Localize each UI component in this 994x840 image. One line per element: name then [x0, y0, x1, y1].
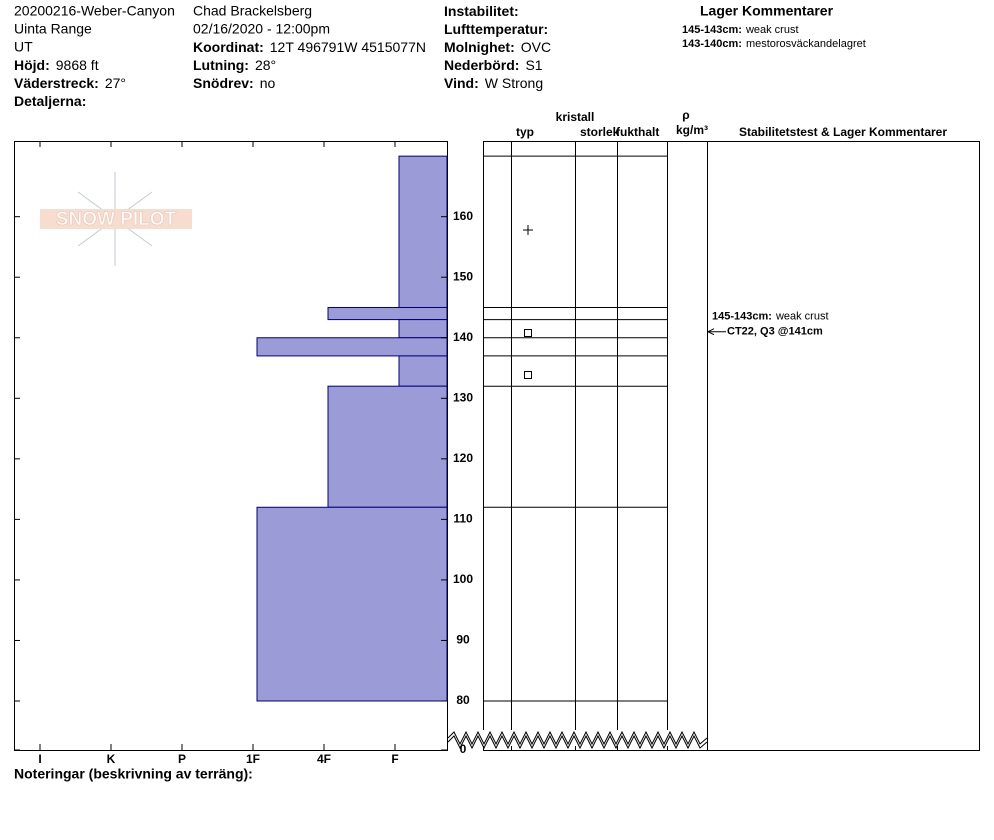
column-header: typ — [516, 125, 534, 139]
column-header: storlek — [580, 125, 620, 139]
hardness-label: K — [107, 752, 116, 766]
column-header: Stabilitetstest & Lager Kommentarer — [739, 125, 947, 139]
header-line: Chad Brackelsberg — [193, 3, 312, 19]
field-label: Snödrev: — [193, 75, 254, 91]
layer-comment: 143-140cm: mestorosväckandelagret — [682, 38, 866, 50]
field-value: 12T 496791W 4515077N — [270, 39, 426, 55]
field-label: Vind: — [444, 75, 479, 91]
field-label: Instabilitet: — [444, 3, 519, 19]
field-label: Nederbörd: — [444, 57, 519, 73]
hardness-bar — [256, 337, 448, 357]
header-field: Vind: W Strong — [444, 75, 543, 91]
comments-title: Lager Kommentarer — [700, 3, 834, 19]
column-header: fukthalt — [616, 125, 659, 139]
column-header: ρ — [682, 108, 689, 122]
header-field: Lutning: 28° — [193, 57, 276, 73]
hardness-label: I — [38, 752, 41, 766]
stability-comment: 145-143cm: weak crust — [712, 311, 829, 323]
field-label: Väderstreck: — [14, 75, 99, 91]
field-value: 27° — [105, 75, 126, 91]
y-tick-label: 80 — [456, 693, 470, 707]
y-tick-label: 140 — [453, 330, 473, 344]
hardness-bar — [256, 506, 448, 702]
comment-range: 145-143cm: — [712, 311, 772, 323]
field-label: Koordinat: — [193, 39, 264, 55]
layer-comment: 145-143cm: weak crust — [682, 24, 799, 36]
header-line: 02/16/2020 - 12:00pm — [193, 21, 330, 37]
notes-label: Noteringar (beskrivning av terräng): — [14, 766, 253, 782]
y-tick-label: 150 — [453, 269, 473, 283]
header-field: Nederbörd: S1 — [444, 57, 543, 73]
hardness-bar — [327, 385, 448, 508]
hardness-bar — [327, 306, 448, 321]
hardness-bar — [398, 319, 448, 339]
y-tick-label: 0 — [460, 742, 467, 756]
hardness-label: 1F — [246, 752, 260, 766]
comment-text: mestorosväckandelagret — [746, 38, 866, 50]
field-value: 28° — [255, 57, 276, 73]
header-field: Höjd: 9868 ft — [14, 57, 99, 73]
y-tick-label: 100 — [453, 572, 473, 586]
header-line: Uinta Range — [14, 21, 92, 37]
field-label: Lufttemperatur: — [444, 21, 548, 37]
logo: SNOW PILOT — [40, 172, 192, 266]
grain-symbol — [523, 225, 533, 379]
field-label: Lutning: — [193, 57, 249, 73]
layer-frame — [483, 141, 980, 751]
hardness-label: 4F — [317, 752, 331, 766]
hardness-bar — [398, 355, 448, 387]
y-tick-label: 120 — [453, 451, 473, 465]
field-label: Höjd: — [14, 57, 50, 73]
logo-text: SNOW PILOT — [56, 209, 177, 230]
header-field: Detaljerna: — [14, 93, 86, 109]
column-header: kg/m³ — [676, 123, 708, 137]
header-field: Koordinat: 12T 496791W 4515077N — [193, 39, 426, 55]
test-arrow-head — [706, 328, 715, 336]
header-line: UT — [14, 39, 33, 55]
y-tick-label: 160 — [453, 209, 473, 223]
comment-text: weak crust — [745, 24, 799, 36]
field-value: W Strong — [485, 75, 543, 91]
comment-range: 145-143cm: — [682, 24, 742, 36]
axis-break — [447, 730, 708, 746]
hardness-bar — [398, 155, 448, 308]
field-value: 9868 ft — [56, 57, 99, 73]
field-value: no — [260, 75, 276, 91]
field-value: OVC — [521, 39, 551, 55]
column-header: kristall — [556, 110, 595, 124]
header-field: Väderstreck: 27° — [14, 75, 126, 91]
comment-text: weak crust — [775, 311, 829, 323]
hardness-label: P — [178, 752, 186, 766]
y-tick-label: 90 — [456, 633, 470, 647]
y-tick-label: 130 — [453, 390, 473, 404]
hardness-label: F — [391, 752, 398, 766]
header-line: 20200216-Weber-Canyon — [14, 3, 175, 19]
field-label: Detaljerna: — [14, 93, 86, 109]
header-field: Lufttemperatur: — [444, 21, 548, 37]
axis-break — [447, 734, 708, 750]
header-field: Snödrev: no — [193, 75, 275, 91]
header-field: Instabilitet: — [444, 3, 519, 19]
stability-test: CT22, Q3 @141cm — [727, 326, 823, 338]
comment-range: 143-140cm: — [682, 38, 742, 50]
field-value: S1 — [525, 57, 542, 73]
y-tick-label: 110 — [453, 512, 473, 526]
field-label: Molnighet: — [444, 39, 515, 55]
header-field: Molnighet: OVC — [444, 39, 551, 55]
